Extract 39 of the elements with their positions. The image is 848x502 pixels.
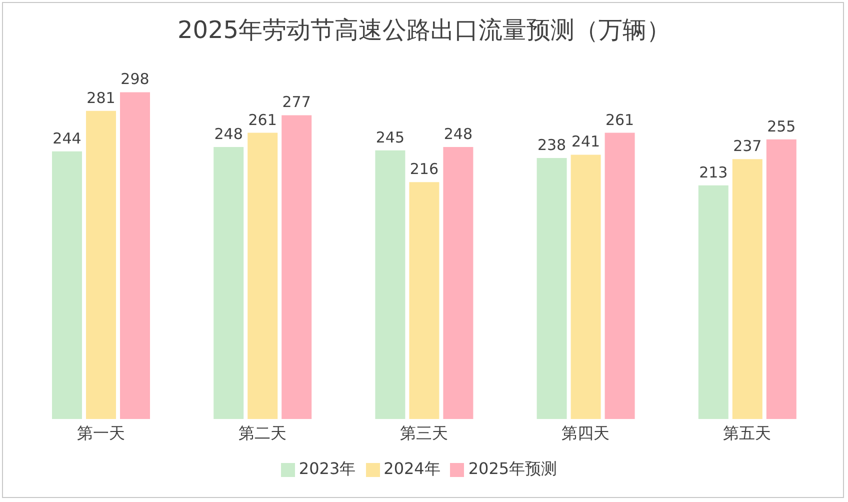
data-label: 213 <box>699 163 728 182</box>
bar <box>375 150 406 419</box>
bar <box>214 147 244 419</box>
bar <box>604 132 635 419</box>
legend-label: 2023年 <box>298 459 356 478</box>
bar <box>536 158 567 419</box>
data-label: 261 <box>248 110 277 129</box>
data-label: 245 <box>376 128 405 146</box>
bar <box>120 92 150 419</box>
bar <box>86 110 116 419</box>
bar <box>282 115 312 419</box>
bar <box>732 159 762 419</box>
chart-title: 2025年劳动节高速公路出口流量预测（万辆） <box>176 15 672 46</box>
bar <box>443 147 474 419</box>
bar <box>52 151 82 419</box>
legend-label: 2025年预测 <box>468 459 558 478</box>
x-tick-label: 第三天 <box>400 423 448 442</box>
legend-label: 2024年 <box>384 459 440 478</box>
data-label: 248 <box>444 125 473 144</box>
data-label: 261 <box>605 110 634 129</box>
data-label: 241 <box>571 132 600 151</box>
data-label: 237 <box>733 137 762 156</box>
data-label: 248 <box>214 125 243 144</box>
x-tick-label: 第二天 <box>238 423 286 442</box>
data-label: 277 <box>282 93 311 112</box>
bar <box>766 139 796 419</box>
data-label: 281 <box>86 88 116 107</box>
bar <box>248 132 278 419</box>
data-label: 244 <box>52 129 82 148</box>
bar <box>409 182 440 419</box>
x-tick-label: 第四天 <box>562 423 610 442</box>
data-label: 238 <box>537 136 566 154</box>
bar <box>698 185 728 419</box>
data-label: 216 <box>410 160 439 178</box>
data-label: 255 <box>767 117 796 136</box>
bar <box>570 154 601 419</box>
x-tick-label: 第一天 <box>76 423 125 442</box>
data-label: 298 <box>120 70 150 88</box>
x-tick-label: 第五天 <box>723 423 772 442</box>
